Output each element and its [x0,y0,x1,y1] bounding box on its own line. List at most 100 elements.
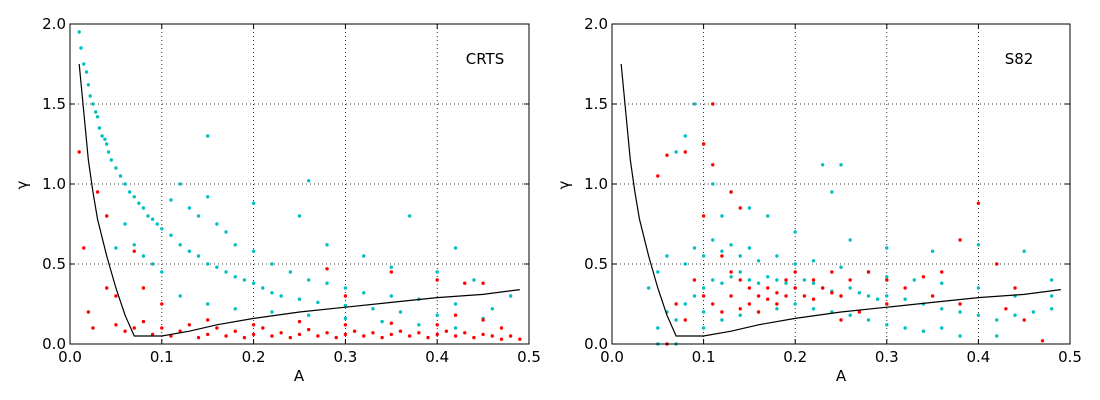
x-tick-label: 0.3 [875,348,899,366]
grid [612,24,1070,344]
red-point [1022,318,1026,322]
cyan-point [720,249,724,253]
red-point [288,335,293,340]
red-point [711,102,715,106]
cyan-point [389,265,393,269]
cyan-point [178,243,182,247]
cyan-point [270,262,274,266]
x-axis-label: A [836,367,847,385]
y-tick-label: 0.5 [584,255,608,273]
red-point [729,294,733,298]
cyan-point [178,182,182,186]
cyan-point [747,206,752,210]
ticks: 0.0 0.1 0.2 0.3 0.4 0.5 0.0 0.5 1.0 1.5 2.0 [584,15,1082,366]
red-point [738,206,742,210]
cyan-point [903,326,907,330]
cyan-point [233,243,237,247]
red-point [343,332,348,337]
cyan-point [453,302,458,306]
red-point [251,323,256,327]
red-point [747,302,752,306]
cyan-point [665,254,669,258]
cyan-point [84,70,89,74]
cyan-point [866,318,871,322]
cyan-point [88,94,92,98]
cyan-point [976,243,981,247]
cyan-point [930,249,935,253]
red-point [463,281,467,285]
y-tick-label: 2.0 [584,15,608,33]
cyan-point [692,102,697,106]
y-tick-label: 2.0 [42,15,66,33]
cyan-point [233,275,237,279]
red-point [325,267,329,271]
red-point [114,294,118,298]
cyan-point [674,150,678,154]
cyan-point [297,214,302,218]
cyan-point [343,316,348,321]
red-point [711,163,715,167]
cyan-point [1031,310,1036,314]
cyan-point [711,238,715,242]
red-point [958,302,962,306]
red-point [233,329,237,333]
cyan-point [325,243,329,247]
y-axis-label: γ [555,180,573,189]
red-point [141,319,146,324]
red-point [701,142,706,146]
cyan-point [160,227,164,231]
cyan-point [109,158,114,162]
red-point [921,275,926,279]
cyan-point [297,297,302,301]
red-point [316,334,320,338]
red-point [150,332,155,337]
red-point [995,262,999,266]
x-tick-label: 0.2 [783,348,807,366]
red-point [1013,286,1017,290]
red-point [518,337,522,341]
red-point [352,329,357,333]
red-point [481,281,485,285]
red-point [683,150,687,154]
x-tick-label: 0.5 [1058,348,1082,366]
red-point [811,278,816,282]
red-point [242,335,247,340]
cyan-point [118,174,123,178]
red-point [701,214,706,218]
x-tick-label: 0.5 [517,348,541,366]
cyan-point [169,233,173,237]
cyan-point [178,294,182,298]
cyan-point [206,195,210,199]
cyan-point [251,201,256,205]
cyan-point [995,334,999,338]
y-tick-label: 1.5 [584,95,608,113]
cyan-point [196,254,201,258]
red-point [499,337,504,341]
cyan-point [775,307,779,311]
cyan-point [224,270,228,274]
cyan-point [91,102,95,106]
y-tick-label: 0.5 [42,255,66,273]
cyan-point [343,303,348,308]
cyan-point [86,83,91,87]
red-point [802,294,807,298]
cyan-point [77,30,81,34]
cyan-point [490,307,494,311]
red-point [793,270,797,274]
cyan-point [940,307,944,311]
cyan-point [775,278,779,282]
cyan-point [940,281,944,285]
y-tick-label: 1.0 [584,175,608,193]
red-point [766,297,770,301]
cyan-point [103,137,107,141]
cyan-point [79,46,83,50]
cyan-point [766,214,770,218]
cyan-point [114,246,118,250]
cyan-point [94,110,98,114]
red-point [407,334,412,338]
red-point [389,270,393,274]
cyan-point [160,270,164,274]
cyan-point [646,286,651,290]
cyan-point [912,278,916,282]
panel-title: CRTS [466,50,505,68]
